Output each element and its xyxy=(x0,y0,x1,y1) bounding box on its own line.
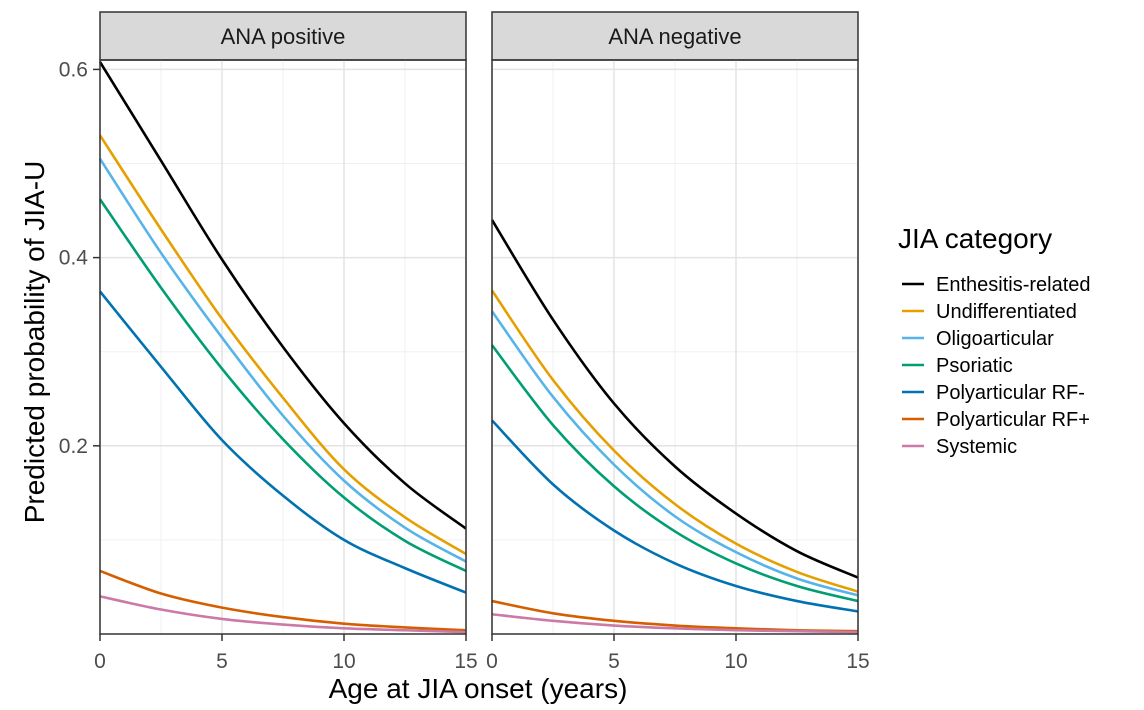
legend-item: Systemic xyxy=(902,436,1017,458)
series-line xyxy=(99,595,467,634)
legend-item: Psoriatic xyxy=(902,355,1013,377)
series-line xyxy=(490,219,859,579)
facet-panel: ANA positive 0 5 10 15 0.2 0.4 0.6 xyxy=(59,11,478,673)
facet-strip xyxy=(99,11,467,61)
legend-label: Systemic xyxy=(936,436,1017,458)
legend-title: JIA category xyxy=(898,223,1052,254)
x-tick-label: 10 xyxy=(724,650,747,673)
legend-label: Enthesitis-related xyxy=(936,274,1091,296)
y-tick-label: 0.2 xyxy=(59,435,88,458)
legend-item: Polyarticular RF+ xyxy=(902,409,1090,431)
legend-item: Polyarticular RF- xyxy=(902,382,1085,404)
legend-item: Undifferentiated xyxy=(902,301,1077,323)
facet-strip xyxy=(491,11,859,61)
series-lines xyxy=(490,219,859,634)
panel-border xyxy=(99,59,467,635)
series-line xyxy=(490,310,859,597)
legend-label: Psoriatic xyxy=(936,355,1013,377)
series-line xyxy=(98,134,467,556)
y-axis-title: Predicted probability of JIA-U xyxy=(19,161,50,524)
facet-strip-label: ANA negative xyxy=(608,24,741,49)
legend-item: Enthesitis-related xyxy=(902,274,1091,296)
minor-gridlines xyxy=(492,60,858,634)
series-line xyxy=(490,344,859,603)
x-tick-label: 5 xyxy=(608,650,620,673)
x-tick-label: 15 xyxy=(846,650,869,673)
legend-item: Oligoarticular xyxy=(902,328,1054,350)
legend-label: Undifferentiated xyxy=(936,301,1077,323)
y-tick-label: 0.6 xyxy=(59,58,88,81)
x-tick-label: 0 xyxy=(486,650,498,673)
series-line xyxy=(99,569,467,632)
series-line xyxy=(98,158,467,563)
x-tick-label: 5 xyxy=(216,650,228,673)
legend-label: Polyarticular RF+ xyxy=(936,409,1090,431)
legend-label: Oligoarticular xyxy=(936,328,1054,350)
x-tick-label: 15 xyxy=(454,650,477,673)
facet-strip-label: ANA positive xyxy=(221,24,346,49)
series-line xyxy=(491,612,859,634)
series-line xyxy=(490,289,859,593)
x-tick-label: 0 xyxy=(94,650,106,673)
y-tick-label: 0.4 xyxy=(59,247,89,270)
series-line xyxy=(98,290,467,594)
series-line xyxy=(98,61,467,530)
legend: JIA category Enthesitis-related Undiffere… xyxy=(898,223,1091,458)
facet-panel: ANA negative 0 5 10 15 xyxy=(486,11,870,673)
legend-label: Polyarticular RF- xyxy=(936,382,1085,404)
series-line xyxy=(491,419,859,613)
panels: ANA positive 0 5 10 15 0.2 0.4 0.6 ANA negative 0… xyxy=(59,11,870,673)
x-axis-title: Age at JIA onset (years) xyxy=(329,673,628,704)
panel-border xyxy=(491,59,859,635)
x-tick-label: 10 xyxy=(332,650,355,673)
series-line xyxy=(98,198,467,573)
minor-gridlines xyxy=(100,60,466,634)
series-lines xyxy=(98,61,467,634)
